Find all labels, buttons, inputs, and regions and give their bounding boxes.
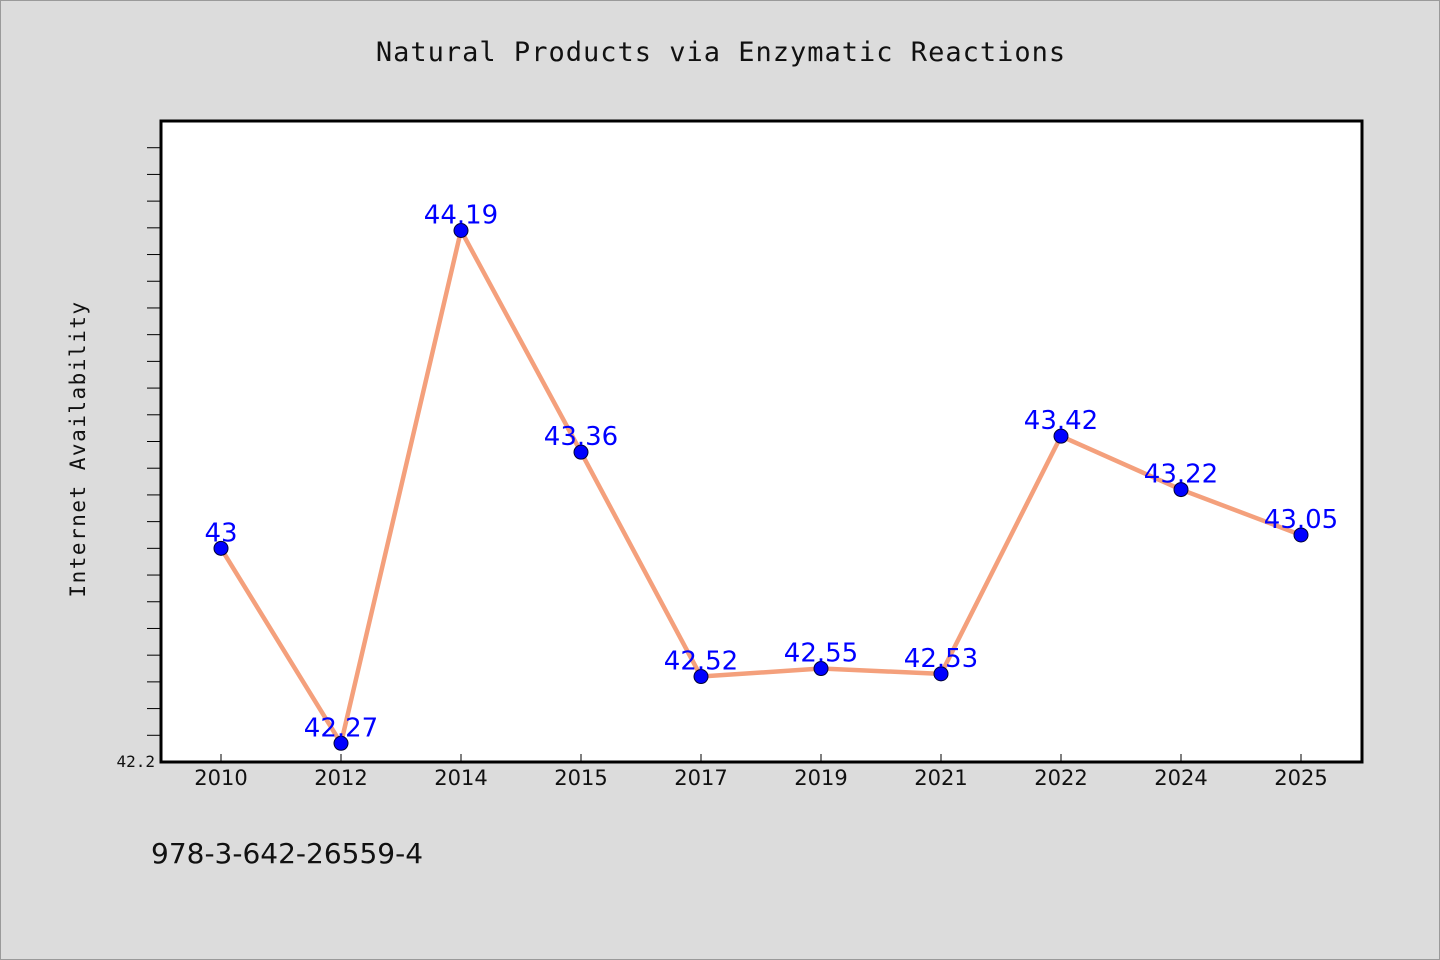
data-label: 42.52 — [664, 647, 738, 677]
data-point-marker — [333, 735, 349, 751]
data-point-marker — [453, 223, 469, 239]
data-label: 43.05 — [1264, 505, 1338, 535]
x-tick-label: 2015 — [554, 766, 607, 790]
data-point-marker — [1293, 527, 1309, 543]
y-axis-label: Internet Availability — [66, 300, 90, 597]
x-tick-label: 2024 — [1154, 766, 1207, 790]
data-label: 42.53 — [904, 644, 978, 674]
y-axis-ticks: 42.2 — [116, 147, 161, 771]
x-tick-label: 2025 — [1274, 766, 1327, 790]
x-axis-ticks: 2010 2012 2014 2015 2017 2019 2021 2022 2024 2025 — [194, 754, 1328, 790]
data-label: 43 — [204, 518, 237, 548]
x-tick-label: 2010 — [194, 766, 247, 790]
marker-group — [213, 223, 1309, 751]
data-point-marker — [573, 444, 589, 460]
data-point-marker — [813, 661, 829, 677]
x-tick-label: 2012 — [314, 766, 367, 790]
chart-title: Natural Products via Enzymatic Reactions — [376, 37, 1066, 68]
x-tick-label: 2014 — [434, 766, 487, 790]
data-label: 42.55 — [784, 639, 858, 669]
y-tick-label: 42.2 — [116, 752, 155, 771]
data-label: 43.36 — [544, 422, 618, 452]
data-point-marker — [213, 540, 229, 556]
data-label: 43.42 — [1024, 406, 1098, 436]
data-label: 42.27 — [304, 713, 378, 743]
data-label-group: 43 42.27 44.19 43.36 42.52 42.55 42.53 43.42 43.… — [204, 201, 1338, 744]
data-label: 44.19 — [424, 201, 498, 231]
data-point-marker — [693, 669, 709, 685]
series-line-group — [218, 228, 1304, 746]
x-tick-label: 2021 — [914, 766, 967, 790]
data-point-marker — [1173, 482, 1189, 498]
x-tick-label: 2019 — [794, 766, 847, 790]
series-line — [218, 228, 1304, 746]
data-label: 43.22 — [1144, 460, 1218, 490]
x-tick-label: 2022 — [1034, 766, 1087, 790]
plot-area — [159, 119, 1364, 764]
data-point-marker — [1053, 428, 1069, 444]
x-tick-label: 2017 — [674, 766, 727, 790]
isbn-footer: 978-3-642-26559-4 — [151, 837, 423, 870]
data-point-marker — [933, 666, 949, 682]
